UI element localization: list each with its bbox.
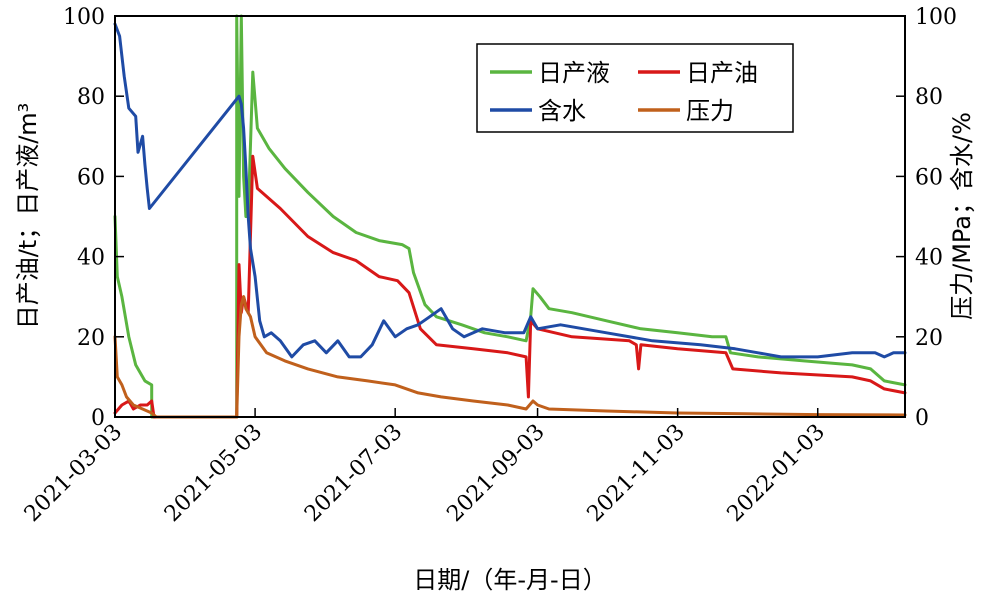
x-axis-title: 日期/（年-月-日） <box>413 566 606 594</box>
plot-frame <box>114 15 906 418</box>
right-tick-label: 20 <box>915 326 943 351</box>
x-tick-label: 2021-03-03 <box>20 420 127 527</box>
right-tick-label: 80 <box>915 85 943 110</box>
series-line-3 <box>113 295 907 419</box>
x-tick-label: 2021-05-03 <box>160 420 267 527</box>
right-tick-label: 60 <box>915 165 943 190</box>
x-tick-label: 2021-09-03 <box>442 420 549 527</box>
legend-box <box>476 43 794 133</box>
left-y-axis: 0 20 40 60 80 100 <box>63 5 124 431</box>
legend-label: 日产油 <box>686 59 758 87</box>
x-tick-label: 2022-01-03 <box>723 420 830 527</box>
left-tick-label: 80 <box>77 85 105 110</box>
series-line-1 <box>113 154 907 419</box>
left-tick-label: 100 <box>63 5 105 30</box>
series-line-2 <box>113 22 907 359</box>
right-tick-label: 100 <box>915 5 957 30</box>
left-tick-label: 60 <box>77 165 105 190</box>
right-tick-label: 40 <box>915 246 943 271</box>
left-axis-title: 日产油/t；日产液/m³ <box>14 103 42 330</box>
left-tick-label: 20 <box>77 326 105 351</box>
x-axis: 2021-03-03 2021-05-03 2021-07-03 2021-09-03… <box>20 408 830 527</box>
x-tick-label: 2021-11-03 <box>583 420 690 527</box>
legend-label: 日产液 <box>538 59 610 87</box>
right-y-axis: 0 20 40 60 80 100 <box>896 5 957 431</box>
left-tick-label: 40 <box>77 246 105 271</box>
legend-label: 含水 <box>538 97 586 125</box>
left-tick-label: 0 <box>91 406 105 431</box>
right-axis-title: 压力/MPa；含水/% <box>948 112 976 320</box>
right-tick-label: 0 <box>915 406 929 431</box>
x-tick-label: 2021-07-03 <box>300 420 407 527</box>
legend-label: 压力 <box>686 97 734 125</box>
